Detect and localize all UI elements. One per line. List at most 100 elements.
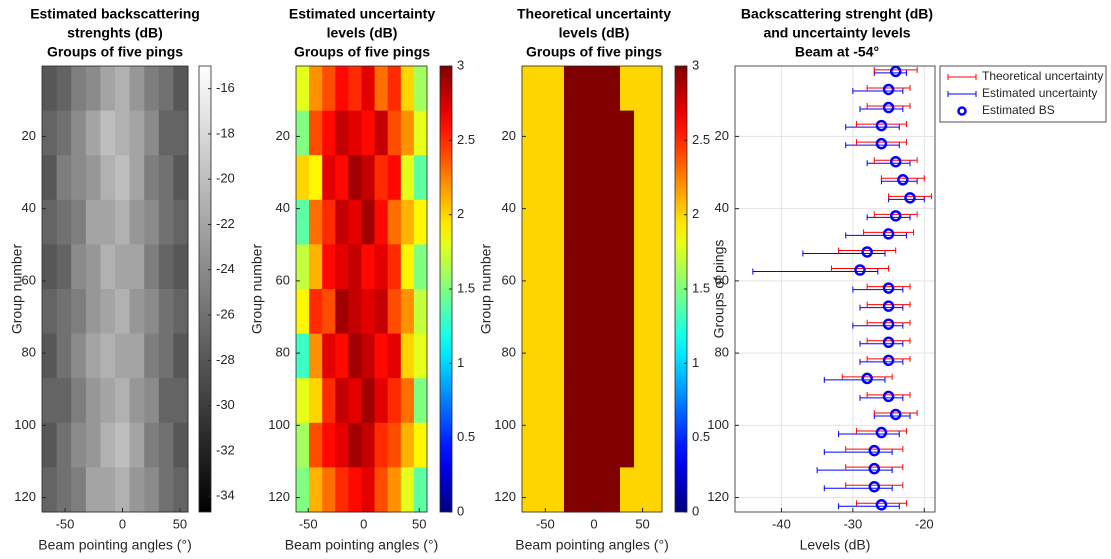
bs-point [889,155,902,168]
heatmap-cell [374,289,389,335]
heatmap-cell [158,244,174,290]
colorbar-tick-label: 0 [692,503,699,518]
y-tick-label: 80 [22,345,36,360]
y-axis-label: Group number [249,244,265,335]
heatmap-cell [522,244,537,290]
heatmap-cell [158,378,174,424]
bs-point [868,480,881,493]
heatmap-cell [42,155,58,201]
bs-point [854,264,866,276]
estimated-error-bar [859,304,904,311]
x-axis-label: Beam pointing angles (°) [38,537,191,553]
heatmap-cell [413,66,428,112]
heatmap-cell [322,289,336,335]
bs-point [882,390,895,403]
heatmap-cell [129,467,145,513]
heatmap-cell [536,333,551,379]
colorbar-tick-label: -34 [216,488,235,503]
chart-title: Theoretical uncertainty [517,6,671,22]
colorbar-tick-label: 3 [692,57,699,72]
heatmap-cell [322,467,336,513]
chart-title: levels (dB) [559,25,630,41]
theoretical-error-bar [873,66,918,73]
theoretical-error-bar [855,428,907,435]
bs-point [889,210,902,222]
heatmap-cell [115,155,131,201]
heatmap-cell [361,378,376,424]
heatmap-cell [42,289,58,335]
heatmap-cell [592,155,607,201]
theoretical-error-bar [866,84,911,91]
heatmap-cell [100,378,116,424]
heatmap-cell [400,66,415,112]
heatmap-cell [309,333,323,379]
colorbar-tick-label: 2 [457,206,464,221]
heatmap-cell [85,422,101,468]
heatmap-cell [400,289,415,335]
heatmap-cell [71,244,87,290]
estimated-error-bar [845,232,907,239]
heatmap-cell [387,333,402,379]
heatmap-cell [158,110,174,156]
heatmap-cell [361,333,376,379]
heatmap-cell [322,155,336,201]
heatmap-cell [309,244,323,290]
heatmap-cell [522,155,537,201]
theoretical-error-bar [866,319,911,326]
heatmap-cell [309,289,323,335]
heatmap-cell [387,155,402,201]
heatmap-cell [374,66,389,112]
heatmap-cell [100,422,116,468]
colorbar-tick-label: -20 [216,171,235,186]
colorbar-tick-label: -28 [216,352,235,367]
heatmap-cell [71,155,87,201]
heatmap-cell [648,289,663,335]
heatmap-cell [361,199,376,245]
heatmap-cell [335,244,349,290]
heatmap-cell [648,244,663,290]
heatmap-cell [56,244,72,290]
heatmap-cell [348,244,362,290]
plot-frame [41,65,189,513]
y-tick-label: 20 [502,128,516,143]
heatmap-cell [578,467,593,513]
heatmap-cell [550,467,565,513]
heatmap-cell [536,110,551,156]
bs-point [861,246,873,258]
heatmap-cell [173,333,189,379]
heatmap-cell [564,378,579,424]
heatmap-cell [71,467,87,513]
heatmap-cell [173,155,189,201]
heatmap-cell [634,199,649,245]
heatmap-cell [115,199,131,245]
heatmap-cell [564,289,579,335]
x-tick-label: 0 [590,516,597,531]
y-axis-label: Group number [478,244,494,335]
chart-title: Estimated backscattering [30,6,200,22]
heatmap-cell [158,66,174,112]
bs-point [882,83,895,96]
bs-point [875,137,888,150]
heatmap-cell [144,155,160,201]
heatmap-cell [413,467,428,513]
heatmap-cell [56,378,72,424]
heatmap-cell [348,66,362,112]
heatmap-cell [374,244,389,290]
heatmap-cell [348,467,362,513]
heatmap-cell [634,289,649,335]
heatmap-cell [173,199,189,245]
heatmap-cell [413,333,428,379]
y-tick-label: 20 [22,128,36,143]
heatmap-cell [536,289,551,335]
heatmap-cell [578,333,593,379]
heatmap-cell [400,110,415,156]
estimated-error-bar [859,106,904,113]
heatmap-cell [309,155,323,201]
heatmap-cell [564,244,579,290]
y-tick-label: 40 [276,200,290,215]
heatmap-cell [374,378,389,424]
heatmap-cell [56,66,72,112]
heatmap-cell [400,199,415,245]
heatmap-cell [322,378,336,424]
heatmap-cell [144,378,160,424]
